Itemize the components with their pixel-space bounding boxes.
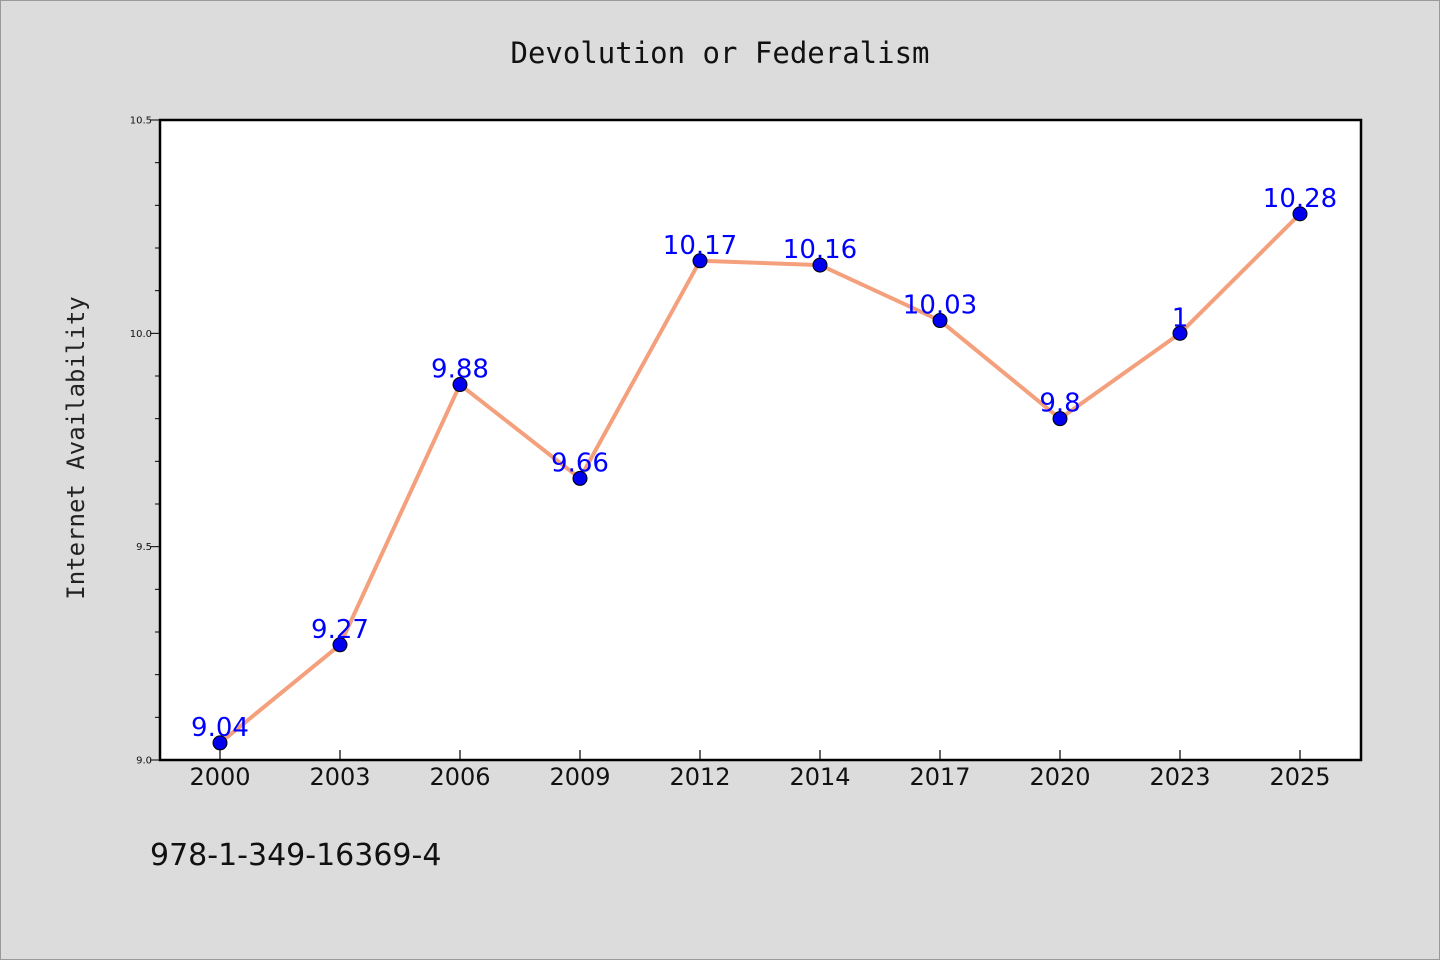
data-point (1172, 325, 1188, 341)
data-point (932, 313, 948, 329)
x-tick-label: 2014 (789, 763, 850, 791)
data-label: 10.17 (663, 231, 737, 261)
data-label: 10.16 (783, 235, 857, 265)
x-tick-label: 2017 (909, 763, 970, 791)
y-tick-label: 10.0 (130, 329, 152, 340)
y-axis-label: Internet Availability (62, 296, 90, 599)
x-tick-label: 2009 (549, 763, 610, 791)
y-tick-label: 9.0 (136, 756, 152, 767)
x-tick-label: 2003 (309, 763, 370, 791)
chart-title: Devolution or Federalism (510, 36, 929, 70)
isbn-text: 978-1-349-16369-4 (150, 838, 441, 873)
y-tick-label: 10.5 (130, 116, 152, 127)
data-point (452, 377, 468, 393)
x-tick-label: 2012 (669, 763, 730, 791)
data-label: 9.88 (431, 355, 489, 385)
data-point (332, 637, 348, 653)
data-point (1052, 411, 1068, 427)
x-tick-label: 2000 (189, 763, 250, 791)
x-axis: 2000 2003 2006 2009 2012 2014 2017 2020 2023 2025 (189, 750, 1331, 791)
plot-area (160, 120, 1361, 760)
data-label: 10.28 (1263, 184, 1337, 214)
x-tick-label: 2025 (1269, 763, 1330, 791)
data-label: 1 (1172, 303, 1189, 333)
data-label: 9.66 (551, 448, 609, 478)
data-point (812, 257, 828, 273)
data-label: 9.04 (191, 713, 249, 743)
data-label: 9.27 (311, 615, 369, 645)
data-point (572, 470, 588, 486)
x-tick-label: 2023 (1149, 763, 1210, 791)
y-tick-label: 9.5 (136, 542, 152, 553)
data-point (692, 253, 708, 269)
plot-frame (158, 118, 1363, 762)
series-layer: 9.04 9.27 9.88 9.66 10.17 10.16 10.03 9.8 1 10.28 (191, 184, 1337, 751)
x-tick-label: 2006 (429, 763, 490, 791)
x-tick-label: 2020 (1029, 763, 1090, 791)
data-point (212, 735, 228, 751)
series-line (218, 212, 1302, 745)
data-label: 10.03 (903, 291, 977, 321)
data-point (1292, 206, 1308, 222)
data-label: 9.8 (1039, 389, 1080, 419)
